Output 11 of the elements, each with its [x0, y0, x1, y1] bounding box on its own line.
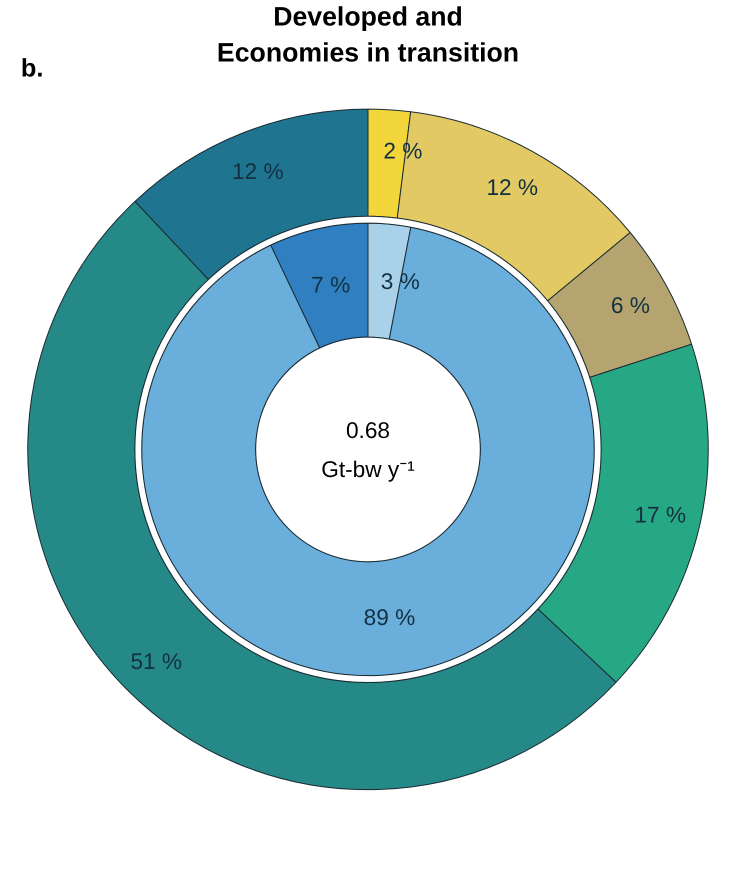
data-label: 89 %: [364, 604, 416, 630]
data-label: 3 %: [380, 268, 420, 294]
chart-title: Developed and Economies in transition: [216, 2, 520, 68]
data-label: 17 %: [634, 502, 686, 528]
data-label: 6 %: [610, 292, 650, 318]
data-label: 12 %: [232, 158, 284, 184]
data-label: 7 %: [311, 271, 350, 298]
text: b.: [20, 54, 44, 83]
text: 0.68 Gt-bw y⁻¹: [321, 416, 416, 482]
data-label: 12 %: [486, 174, 538, 200]
data-label: 51 %: [130, 648, 182, 674]
